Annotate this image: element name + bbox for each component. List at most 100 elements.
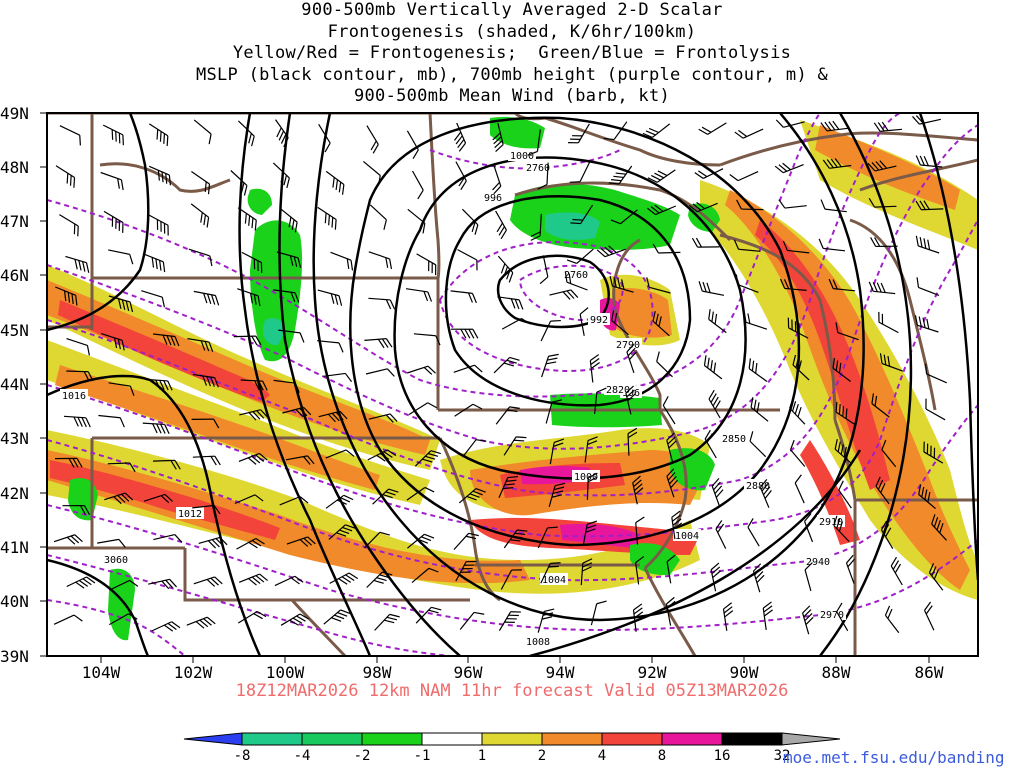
wind-barb	[193, 576, 223, 587]
wind-barb	[282, 406, 312, 418]
wind-barb	[406, 486, 435, 501]
wind-barb	[408, 402, 438, 416]
wind-barb	[666, 432, 677, 462]
svg-text:41N: 41N	[0, 538, 29, 557]
wind-barb	[317, 289, 343, 306]
wind-barb	[406, 288, 433, 302]
svg-text:1008: 1008	[526, 637, 550, 648]
wind-barb	[733, 239, 761, 252]
wind-barb	[363, 160, 381, 186]
wind-barb	[152, 459, 181, 470]
lon-tick: 104W	[82, 656, 121, 682]
credit-url[interactable]: moe.met.fsu.edu/banding	[783, 748, 1005, 767]
wind-barb	[53, 614, 83, 625]
mslp-contour-1004	[349, 116, 801, 547]
svg-text:88W: 88W	[822, 663, 851, 682]
wind-barb	[775, 119, 805, 128]
wind-barb	[537, 526, 558, 549]
wind-barb	[923, 601, 935, 631]
wind-barb	[368, 297, 396, 310]
height-contour-2850	[47, 113, 901, 450]
wind-barb	[868, 281, 896, 295]
wind-barb	[285, 455, 315, 465]
wind-barb	[541, 353, 559, 378]
wind-barb	[928, 563, 944, 591]
wind-barb	[915, 235, 940, 254]
svg-text:86W: 86W	[915, 663, 944, 682]
wind-barb	[656, 351, 673, 378]
wind-barb	[191, 418, 220, 429]
svg-text:45N: 45N	[0, 321, 29, 340]
wind-barb	[501, 318, 531, 330]
wind-barb	[365, 368, 395, 377]
title-line: 900-500mb Mean Wind (barb, kt)	[353, 86, 671, 106]
title-line: Frontogenesis (shaded, K/6hr/100km)	[327, 21, 697, 42]
wind-barb	[915, 155, 943, 168]
wind-barb	[237, 207, 257, 231]
wind-barb	[330, 251, 354, 271]
wind-barb	[564, 271, 588, 291]
mslp-label: 996	[482, 191, 504, 204]
wind-barb	[461, 208, 479, 235]
wind-barb	[59, 125, 81, 146]
wind-barb	[778, 199, 807, 209]
wind-barb	[803, 513, 814, 543]
wind-barb	[406, 130, 419, 160]
wind-barb	[794, 474, 805, 504]
mslp-label: 1012	[176, 507, 204, 520]
wind-barb	[492, 123, 504, 153]
orange-band-northeast	[815, 125, 960, 210]
mslp-contour-1016	[47, 374, 262, 656]
lat-tick: 39N	[0, 647, 47, 666]
wind-barb	[582, 520, 598, 547]
wind-barb	[272, 162, 290, 189]
wind-barb	[915, 200, 944, 211]
wind-barb	[711, 477, 724, 508]
wind-barb	[568, 123, 590, 144]
svg-text:992: 992	[590, 315, 608, 326]
wind-barb	[238, 452, 268, 465]
wind-barb	[148, 578, 177, 590]
wind-barb	[413, 333, 441, 346]
svg-text:2760: 2760	[564, 270, 588, 281]
wind-barb	[748, 358, 768, 382]
wind-barb	[55, 286, 78, 306]
svg-text:2880: 2880	[746, 481, 770, 492]
wind-barb	[570, 204, 594, 225]
wind-barb	[914, 315, 939, 333]
map-title: 900-500mb Vertically Averaged 2-D Scalar…	[0, 0, 1024, 108]
wind-barb	[369, 204, 387, 230]
wind-barb	[66, 576, 96, 589]
wind-barb	[454, 403, 483, 417]
wind-barb	[802, 605, 814, 635]
wind-barb	[626, 343, 637, 373]
wind-barb	[323, 372, 353, 383]
wind-barb	[453, 532, 479, 551]
wind-barb	[148, 165, 171, 186]
valid-time-caption: 18Z12MAR2026 12km NAM 11hr forecast Vali…	[235, 681, 789, 701]
wind-barb	[549, 438, 565, 465]
wind-barb	[792, 354, 810, 381]
lon-tick: 102W	[174, 656, 213, 682]
wind-barb	[635, 516, 645, 545]
wind-barb	[632, 603, 644, 632]
wind-barb	[366, 571, 393, 588]
lat-tick: 48N	[0, 158, 47, 177]
red-band-west	[58, 300, 270, 402]
red-band-southwest	[50, 460, 280, 540]
wind-barb	[186, 616, 216, 629]
wind-barb	[493, 356, 520, 374]
wind-barb	[273, 289, 300, 303]
wind-barb	[750, 397, 769, 422]
wind-barb	[323, 609, 351, 625]
wind-barb	[845, 554, 856, 584]
wind-barb	[286, 536, 316, 547]
wind-barb	[916, 277, 940, 296]
svg-text:1016: 1016	[62, 391, 86, 402]
wind-barb	[647, 169, 676, 183]
wind-barb	[318, 410, 348, 423]
wind-barb	[66, 370, 94, 382]
wind-barb	[838, 480, 852, 509]
wind-barb	[317, 206, 337, 230]
